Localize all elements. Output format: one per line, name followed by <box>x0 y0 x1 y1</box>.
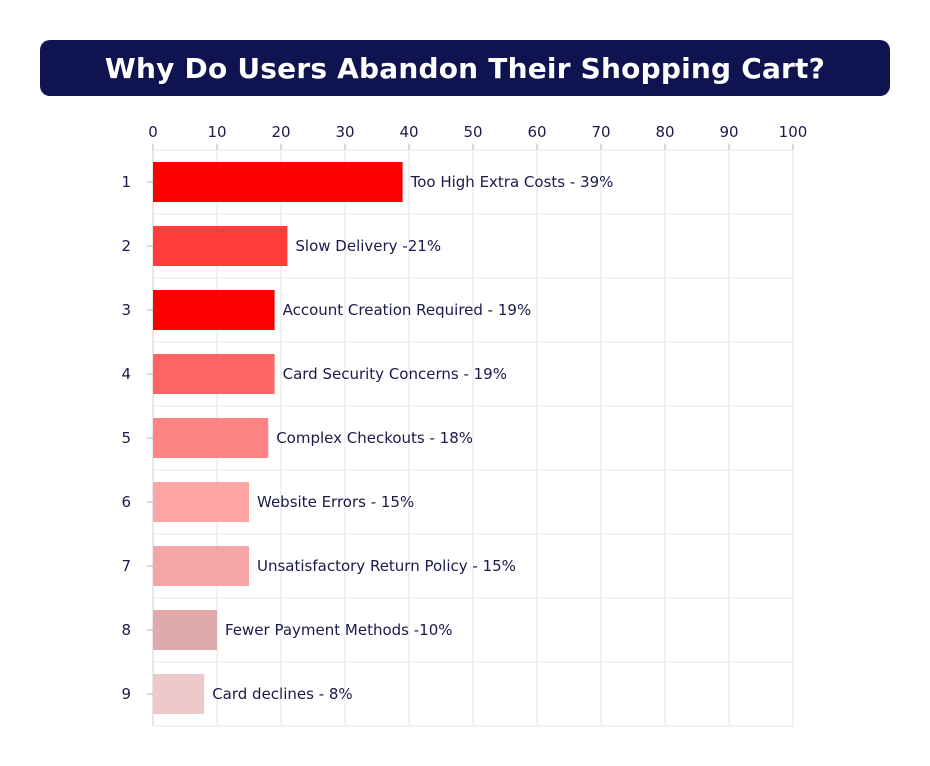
x-tick-label: 0 <box>148 123 158 141</box>
data-label: Slow Delivery -21% <box>295 237 441 255</box>
bar <box>153 226 288 266</box>
x-tick-label: 40 <box>399 123 418 141</box>
x-tick-label: 10 <box>207 123 226 141</box>
x-tick-label: 20 <box>271 123 290 141</box>
x-tick-label: 50 <box>463 123 482 141</box>
y-tick-label: 6 <box>121 493 131 511</box>
y-tick-label: 9 <box>121 685 131 703</box>
bar <box>153 418 269 458</box>
data-label: Card declines - 8% <box>212 685 353 703</box>
y-tick-label: 3 <box>121 301 131 319</box>
bar <box>153 290 275 330</box>
bar <box>153 610 217 650</box>
bar <box>153 354 275 394</box>
x-tick-label: 60 <box>527 123 546 141</box>
y-tick-label: 5 <box>121 429 131 447</box>
x-tick-label: 70 <box>591 123 610 141</box>
x-tick-label: 100 <box>779 123 808 141</box>
bar <box>153 162 403 202</box>
x-tick-label: 30 <box>335 123 354 141</box>
y-tick-label: 4 <box>121 365 131 383</box>
y-tick-label: 8 <box>121 621 131 639</box>
y-tick-label: 2 <box>121 237 131 255</box>
data-label: Website Errors - 15% <box>257 493 414 511</box>
data-label: Account Creation Required - 19% <box>283 301 532 319</box>
y-tick-label: 1 <box>121 173 131 191</box>
data-label: Card Security Concerns - 19% <box>283 365 507 383</box>
x-tick-label: 80 <box>655 123 674 141</box>
data-label: Fewer Payment Methods -10% <box>225 621 453 639</box>
data-label: Too High Extra Costs - 39% <box>410 173 614 191</box>
chart-title-banner: Why Do Users Abandon Their Shopping Cart… <box>40 40 890 96</box>
x-tick-label: 90 <box>719 123 738 141</box>
data-label: Complex Checkouts - 18% <box>276 429 473 447</box>
y-tick-label: 7 <box>121 557 131 575</box>
bar <box>153 482 249 522</box>
chart-title: Why Do Users Abandon Their Shopping Cart… <box>104 51 826 85</box>
bar <box>153 674 205 714</box>
bar <box>153 546 249 586</box>
data-label: Unsatisfactory Return Policy - 15% <box>257 557 516 575</box>
